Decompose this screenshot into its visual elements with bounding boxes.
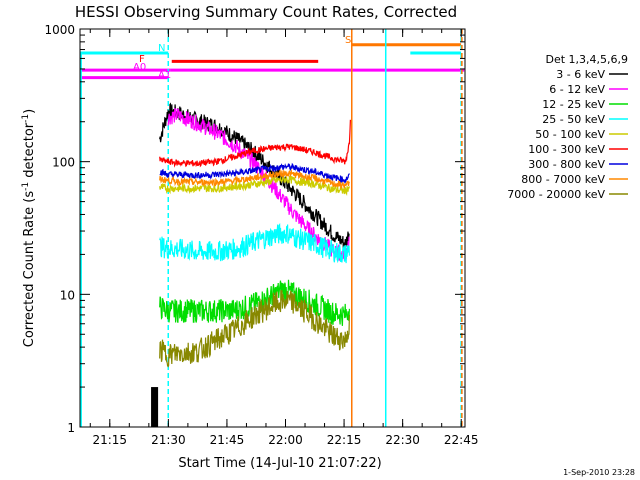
legend-label: 6 - 12 keV	[549, 83, 605, 96]
legend-label: 300 - 800 keV	[528, 158, 605, 171]
x-axis-ticks: 21:15 21:30 21:45 22:00 22:15 22:30 22:45	[89, 29, 479, 447]
x-tick-label: 22:30	[385, 433, 420, 447]
legend-label: 100 - 300 keV	[528, 143, 605, 156]
y-tick-label: 1	[67, 421, 75, 435]
flag-label-a0: A0	[133, 62, 146, 73]
x-tick-label: 22:15	[327, 433, 362, 447]
chart-title: HESSI Observing Summary Count Rates, Cor…	[75, 3, 457, 21]
legend: Det 1,3,4,5,6,9 3 - 6 keV 6 - 12 keV 12 - …	[507, 53, 628, 201]
flag-label-s: S	[345, 35, 351, 46]
legend-label: 12 - 25 keV	[542, 98, 605, 111]
series-line	[159, 290, 350, 368]
attenuator-bar	[151, 387, 159, 427]
series-line	[159, 222, 350, 264]
legend-label: 3 - 6 keV	[556, 68, 605, 81]
attenuator-block	[151, 387, 159, 427]
x-tick-label: 22:00	[268, 433, 303, 447]
flag-label-n: N	[158, 43, 165, 54]
x-tick-label: 21:45	[210, 433, 245, 447]
flag-bars	[80, 43, 465, 80]
series-line	[167, 108, 350, 261]
x-axis-label: Start Time (14-Jul-10 21:07:22)	[178, 456, 381, 471]
legend-title: Det 1,3,4,5,6,9	[545, 53, 628, 66]
footer-timestamp: 1-Sep-2010 23:28	[563, 468, 635, 477]
y-tick-label: 10	[60, 288, 75, 302]
y-tick-label: 100	[52, 156, 75, 170]
legend-label: 25 - 50 keV	[542, 113, 605, 126]
flag-label-f: F	[139, 54, 145, 65]
y-axis-ticks: 1 10 100 1000	[44, 23, 465, 435]
x-tick-label: 22:45	[444, 433, 479, 447]
y-tick-label: 1000	[44, 23, 75, 37]
y-axis-label: Corrected Count Rate (s-1 detector-1)	[21, 109, 37, 347]
series-lines	[159, 102, 351, 368]
flag-label-a1: A1	[158, 70, 171, 81]
series-line	[159, 168, 350, 191]
series-line	[159, 162, 350, 185]
vertical-markers	[80, 29, 463, 427]
legend-label: 800 - 7000 keV	[521, 173, 605, 186]
x-tick-label: 21:30	[151, 433, 186, 447]
legend-label: 50 - 100 keV	[535, 128, 605, 141]
x-tick-label: 21:15	[92, 433, 127, 447]
plot-frame	[79, 28, 466, 428]
series-line	[159, 119, 351, 168]
series-line	[159, 175, 350, 196]
series-line	[159, 279, 350, 326]
legend-label: 7000 - 20000 keV	[507, 188, 605, 201]
